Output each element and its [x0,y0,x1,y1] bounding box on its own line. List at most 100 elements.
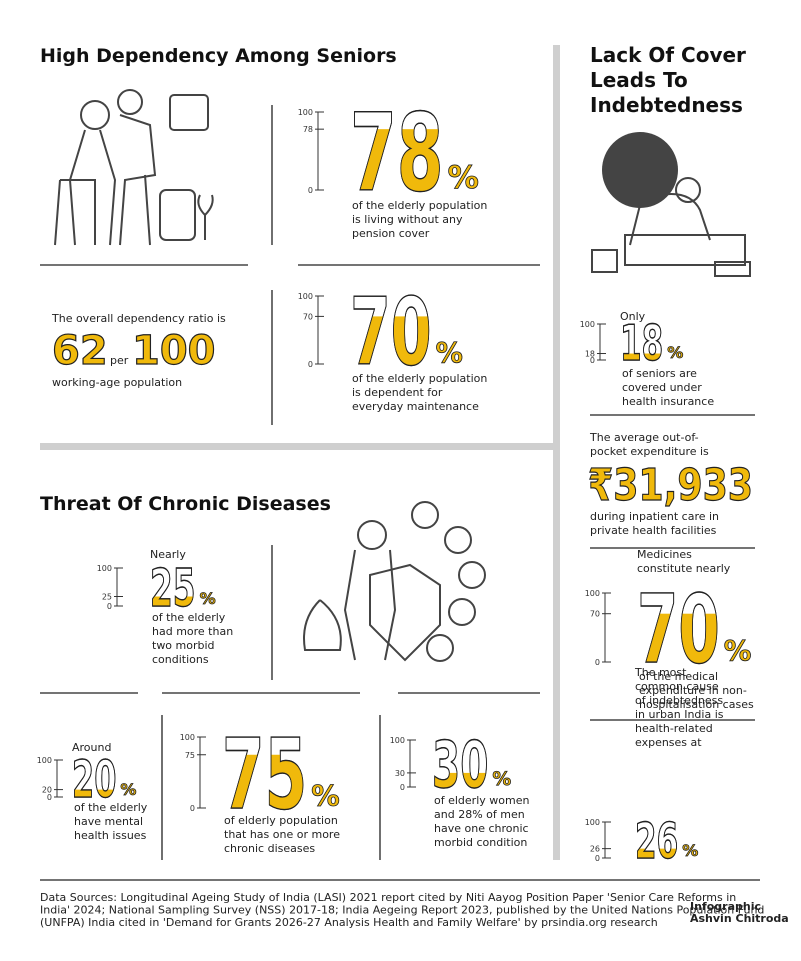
stat-text: of the elderly population [352,372,487,385]
ratio-outro: working-age population [52,376,182,389]
gauge-label: 70 [590,610,600,619]
stat-text: have one chronic [434,822,529,835]
gauge-label: 100 [97,564,112,573]
section-title: Indebtedness [590,93,743,117]
stat-unit: % [667,343,683,362]
sources: Data Sources: Longitudinal Ageing Study … [40,891,736,904]
gauge-label: 100 [180,733,195,742]
gauge-label: 0 [107,602,112,611]
gauge-label: 100 [585,818,600,827]
stat-lead: constitute nearly [637,562,731,575]
stat-lead: health-related [635,722,713,735]
gauge-label: 30 [395,769,405,778]
expenditure-outro: private health facilities [590,524,717,537]
stat-lead: Around [72,741,111,754]
stat-lead: Medicines [637,548,692,561]
stat-fill [637,613,720,664]
stat-text: health insurance [622,395,714,408]
stat-lead: common cause [635,680,719,693]
stat-lead: Nearly [150,548,186,561]
gauge-label: 0 [595,854,600,863]
stat-number-outline: 78 [350,92,444,216]
section-title: Threat Of Chronic Diseases [40,493,331,515]
gauge-label: 0 [308,186,313,195]
stat-fill [72,789,117,799]
stat-text: morbid condition [434,836,527,849]
stat-unit: % [120,780,136,799]
expenditure-intro: pocket expenditure is [590,445,709,458]
stat-text: that has one or more [224,828,340,841]
stat-number: 20 [72,750,116,809]
stat-lead: Only [620,310,646,323]
gauge-label: 0 [190,804,195,813]
ratio-value: 62 [52,328,108,374]
section-bar [40,443,560,450]
stat-number-outline: 18 [620,314,663,372]
stat-unit: % [724,634,752,667]
stat-text: is dependent for [352,386,443,399]
gauge-label: 0 [590,356,595,365]
ratio-per: per [110,354,129,367]
stat-text: and 28% of men [434,808,525,821]
gauge-label: 0 [400,783,405,792]
stat-number: 25 [150,559,196,619]
stat-text: have mental [74,815,143,828]
gauge-label: 26 [590,845,600,854]
expenditure-intro: The average out-of- [589,431,699,444]
stat-text: of elderly population [224,814,338,827]
gauge-label: 70 [303,312,313,321]
stat-number-outline: 75 [222,718,307,831]
stat-fill [150,596,196,608]
column-bar [553,45,560,860]
stat-lead: The most [634,666,687,679]
stat-text: of the elderly [152,611,226,624]
illustration-seniors [54,89,214,246]
gauge-label: 100 [390,736,405,745]
stat-fill [432,772,489,789]
stat-number: 30 [432,728,488,803]
gauge-label: 100 [580,320,595,329]
gauge-label: 100 [298,292,313,301]
stat-unit: % [436,338,463,369]
stat-text: health issues [74,829,147,842]
ratio-intro: The overall dependency ratio is [51,312,226,325]
credit: Infographic [690,900,761,913]
stat-number-outline: 70 [350,278,432,386]
sources: (UNFPA) India cited in 'Demand for Grant… [40,916,658,929]
section-title: Lack Of Cover [590,43,746,67]
stat-fill [222,754,308,810]
dividers [40,105,760,881]
stat-number-outline: 20 [72,750,116,809]
stat-text: covered under [622,381,702,394]
credit: Ashvin Chitroda [690,912,789,925]
stat-text: hospitalisation cases [639,698,754,711]
ratio-base: 100 [132,328,216,374]
gauge-label: 18 [585,350,595,359]
stat-number-outline: 25 [150,559,196,619]
stat-text: of the elderly population [352,199,487,212]
expenditure-outro: during inpatient care in [590,510,719,523]
stat-unit: % [448,160,479,196]
stat-text: of the elderly [74,801,148,814]
gauge-label: 75 [185,751,195,760]
stat-number: 18 [620,314,663,372]
gauge-label: 100 [585,589,600,598]
stat-text: is living without any [352,213,463,226]
stat-lead: of indebtedness [635,694,723,707]
stat-fill [635,848,679,860]
stat-text: pension cover [352,227,430,240]
gauge-label: 25 [102,593,112,602]
stat-text: everyday maintenance [352,400,479,413]
section-title: Leads To [590,68,688,92]
stat-text: had more than [152,625,233,638]
stat-fill [350,316,432,366]
stat-unit: % [311,780,339,813]
stat-number-outline: 26 [635,812,678,870]
stat-number-outline: 70 [637,575,720,685]
stat-unit: % [682,841,698,860]
section-title: High Dependency Among Seniors [40,45,397,67]
stat-fill [350,129,444,192]
gauge-label: 20 [42,786,52,795]
gauge-label: 100 [298,108,313,117]
